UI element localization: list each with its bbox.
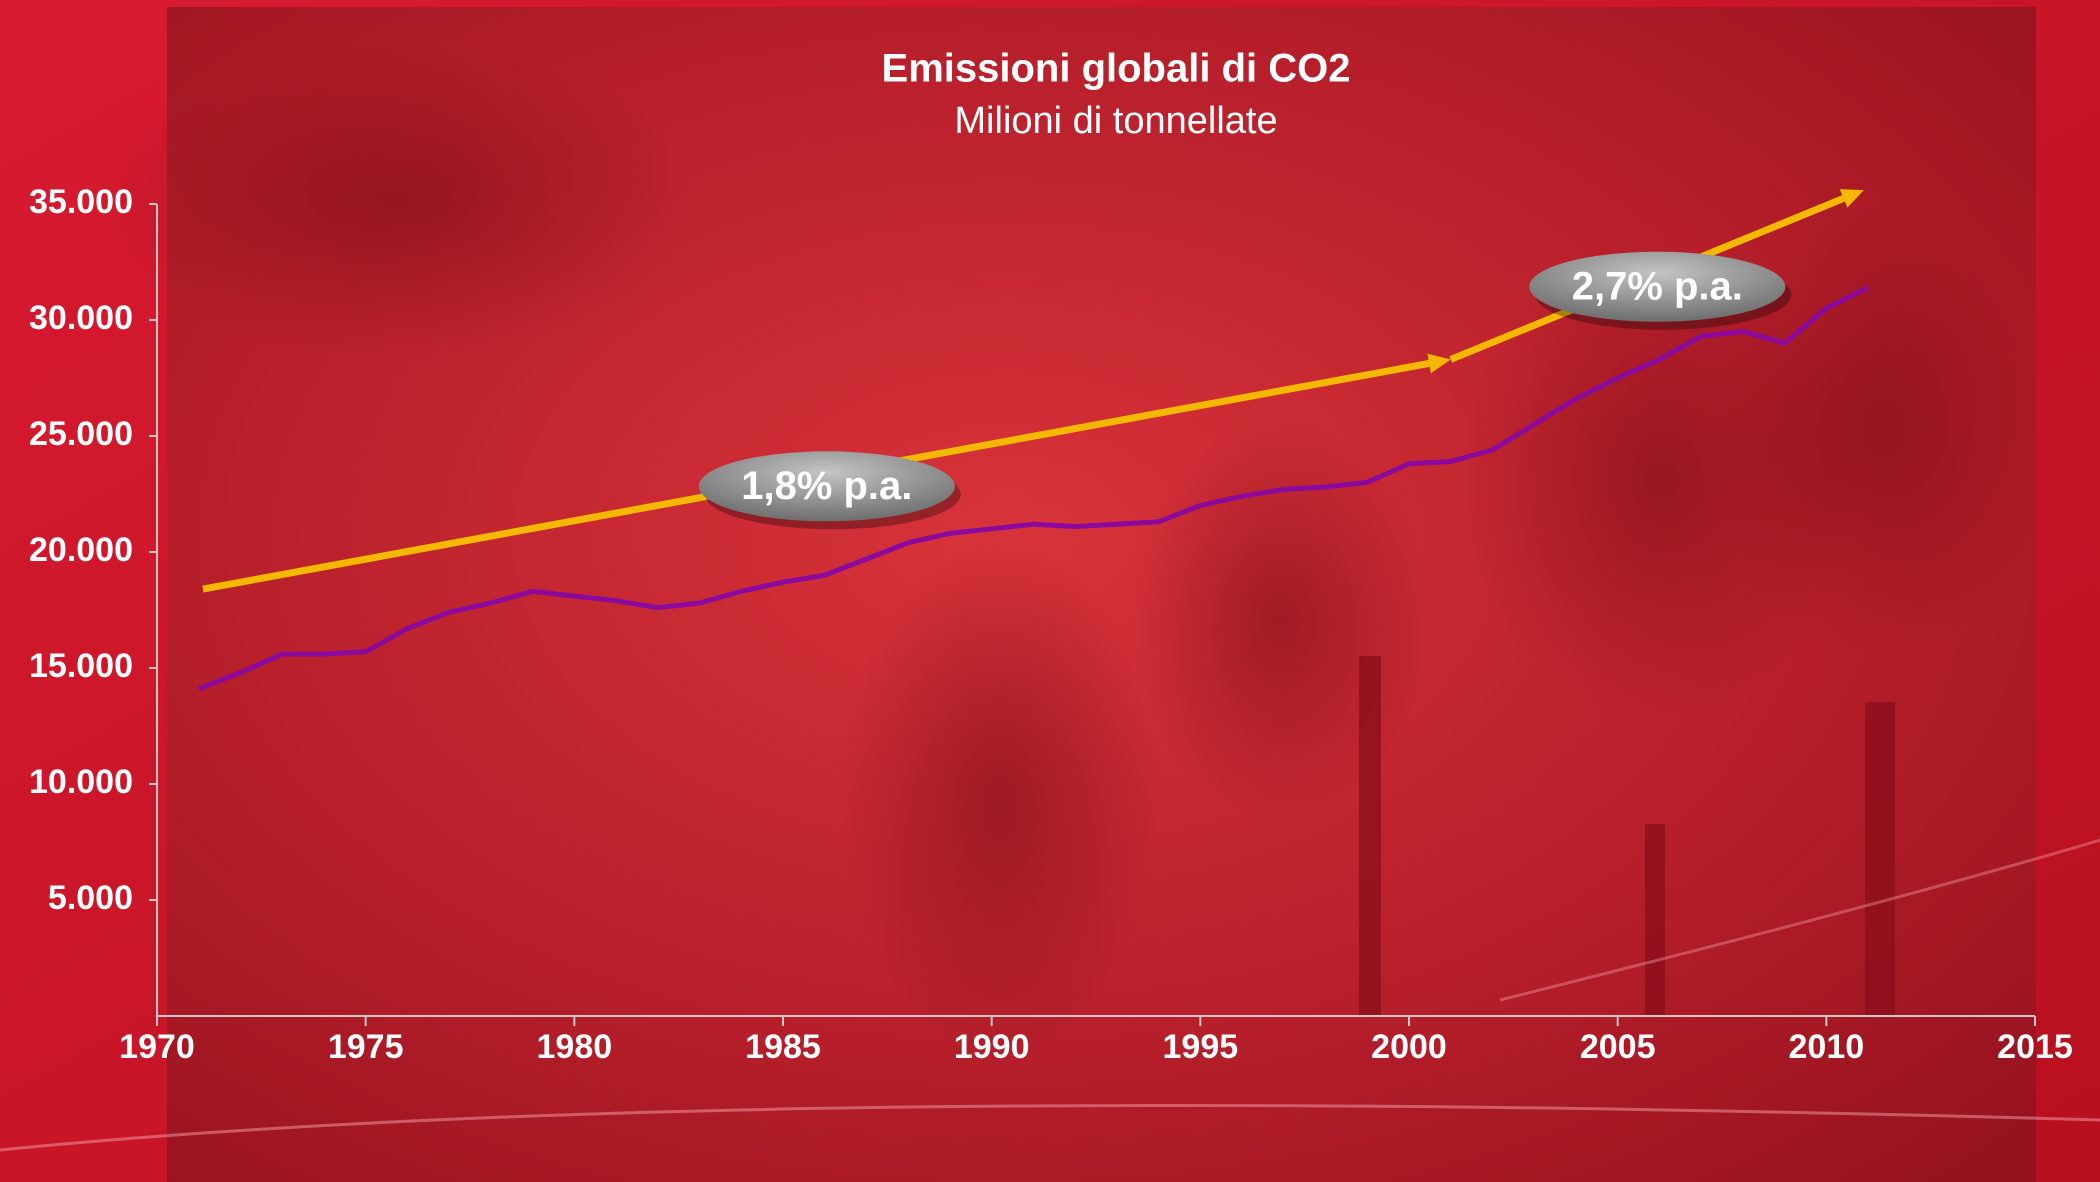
x-tick-label: 2005 — [1580, 1028, 1656, 1066]
y-tick-label: 5.000 — [48, 879, 133, 917]
y-tick-label: 10.000 — [29, 763, 133, 801]
chart: Emissioni globali di CO2 Milioni di tonn… — [0, 0, 2100, 1182]
y-tick-label: 30.000 — [29, 299, 133, 337]
annotation-label: 1,8% p.a. — [741, 464, 912, 508]
chart-title: Emissioni globali di CO2 — [882, 47, 1351, 91]
chart-subtitle: Milioni di tonnellate — [954, 100, 1277, 142]
x-tick-label: 2015 — [1997, 1028, 2073, 1066]
x-tick-label: 1990 — [954, 1028, 1030, 1066]
y-tick-label: 20.000 — [29, 531, 133, 569]
y-tick-label: 35.000 — [29, 183, 133, 221]
x-tick-label: 1970 — [119, 1028, 195, 1066]
x-tick-label: 1980 — [537, 1028, 613, 1066]
annotation-label: 2,7% p.a. — [1572, 264, 1743, 308]
y-tick-label: 25.000 — [29, 415, 133, 453]
x-tick-label: 2000 — [1371, 1028, 1447, 1066]
x-tick-label: 1985 — [745, 1028, 821, 1066]
x-tick-label: 1975 — [328, 1028, 404, 1066]
page: Emissioni globali di CO2 Milioni di tonn… — [0, 0, 2100, 1182]
y-tick-label: 15.000 — [29, 647, 133, 685]
x-tick-label: 2010 — [1789, 1028, 1865, 1066]
x-tick-label: 1995 — [1163, 1028, 1239, 1066]
